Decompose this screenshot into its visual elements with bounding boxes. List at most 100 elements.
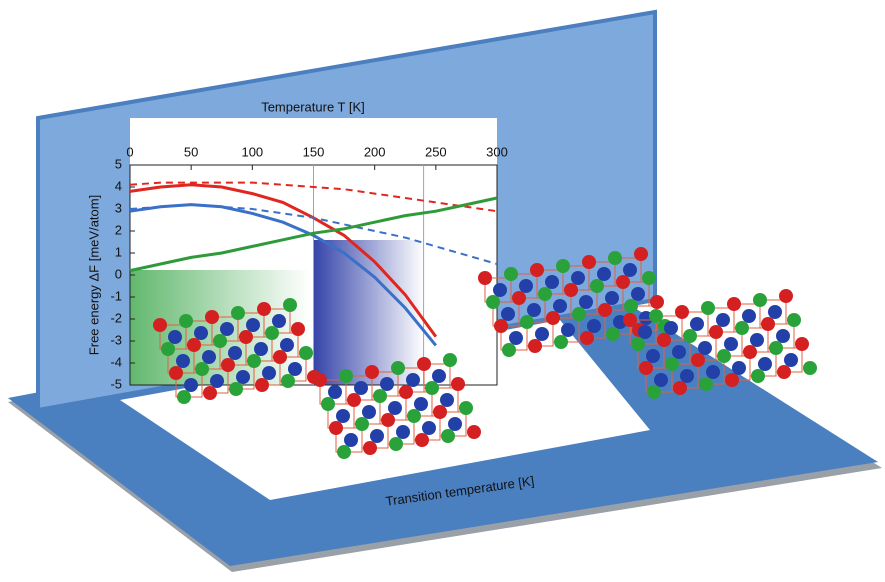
atom xyxy=(647,385,661,399)
atom xyxy=(494,319,508,333)
atom xyxy=(406,373,420,387)
atom xyxy=(512,291,526,305)
atom xyxy=(194,326,208,340)
atom xyxy=(606,327,620,341)
atom xyxy=(649,309,663,323)
atom xyxy=(675,305,689,319)
atom xyxy=(554,335,568,349)
atom xyxy=(448,417,462,431)
atom xyxy=(519,279,533,293)
atom xyxy=(441,429,455,443)
atom xyxy=(776,329,790,343)
atom xyxy=(683,329,697,343)
atom xyxy=(535,327,549,341)
atom xyxy=(272,314,286,328)
atom xyxy=(631,337,645,351)
atom xyxy=(354,381,368,395)
y-axis-title: Free energy ΔF [meV/atom] xyxy=(86,195,101,355)
atom xyxy=(528,339,542,353)
atom xyxy=(161,342,175,356)
atom xyxy=(650,295,664,309)
atom xyxy=(389,437,403,451)
atom xyxy=(624,299,638,313)
x-tick-label: 300 xyxy=(486,144,508,159)
atom xyxy=(743,345,757,359)
y-tick-label: 2 xyxy=(115,222,122,237)
atom xyxy=(709,325,723,339)
atom xyxy=(724,337,738,351)
atom xyxy=(422,421,436,435)
atom xyxy=(623,313,637,327)
atom xyxy=(373,389,387,403)
atom xyxy=(273,350,287,364)
y-tick-label: 0 xyxy=(115,266,122,281)
atom xyxy=(631,287,645,301)
atom xyxy=(203,386,217,400)
atom xyxy=(779,289,793,303)
atom xyxy=(328,385,342,399)
atom xyxy=(153,318,167,332)
atom xyxy=(725,373,739,387)
atom xyxy=(337,445,351,459)
atom xyxy=(169,366,183,380)
atom xyxy=(717,349,731,363)
atom xyxy=(486,295,500,309)
x-tick-label: 0 xyxy=(126,144,133,159)
atom xyxy=(795,337,809,351)
atom xyxy=(527,303,541,317)
scene: Transition temperature [K] Temperature T… xyxy=(0,0,885,577)
atom xyxy=(504,267,518,281)
atom xyxy=(582,255,596,269)
x-tick-label: 200 xyxy=(364,144,386,159)
atom xyxy=(179,314,193,328)
atom xyxy=(205,310,219,324)
atom xyxy=(184,378,198,392)
atom xyxy=(561,323,575,337)
atom xyxy=(213,334,227,348)
atom xyxy=(545,275,559,289)
atom xyxy=(664,321,678,335)
atom xyxy=(803,361,817,375)
atom xyxy=(257,302,271,316)
y-tick-label: 3 xyxy=(115,200,122,215)
y-tick-label: 1 xyxy=(115,244,122,259)
atom xyxy=(262,366,276,380)
atom xyxy=(321,397,335,411)
atom xyxy=(572,307,586,321)
atom xyxy=(769,341,783,355)
atom xyxy=(347,393,361,407)
atom xyxy=(672,345,686,359)
atom xyxy=(365,365,379,379)
atom xyxy=(265,326,279,340)
atom xyxy=(210,374,224,388)
atom xyxy=(299,346,313,360)
x-tick-label: 100 xyxy=(241,144,263,159)
y-tick-label: 4 xyxy=(115,178,122,193)
atom xyxy=(283,298,297,312)
atom xyxy=(501,307,515,321)
atom xyxy=(417,357,431,371)
atom xyxy=(639,361,653,375)
atom xyxy=(646,349,660,363)
atom xyxy=(673,381,687,395)
atom xyxy=(221,358,235,372)
atom xyxy=(280,338,294,352)
atom xyxy=(425,381,439,395)
atom xyxy=(642,271,656,285)
atom xyxy=(742,309,756,323)
atom xyxy=(255,378,269,392)
atom xyxy=(777,365,791,379)
atom xyxy=(329,421,343,435)
atom xyxy=(699,377,713,391)
atom xyxy=(414,397,428,411)
atom xyxy=(391,361,405,375)
atom xyxy=(701,301,715,315)
x-tick-label: 250 xyxy=(425,144,447,159)
atom xyxy=(751,369,765,383)
atom xyxy=(638,325,652,339)
atom xyxy=(254,342,268,356)
x-tick-label: 150 xyxy=(303,144,325,159)
atom xyxy=(459,401,473,415)
atom xyxy=(433,405,447,419)
atom xyxy=(556,259,570,273)
